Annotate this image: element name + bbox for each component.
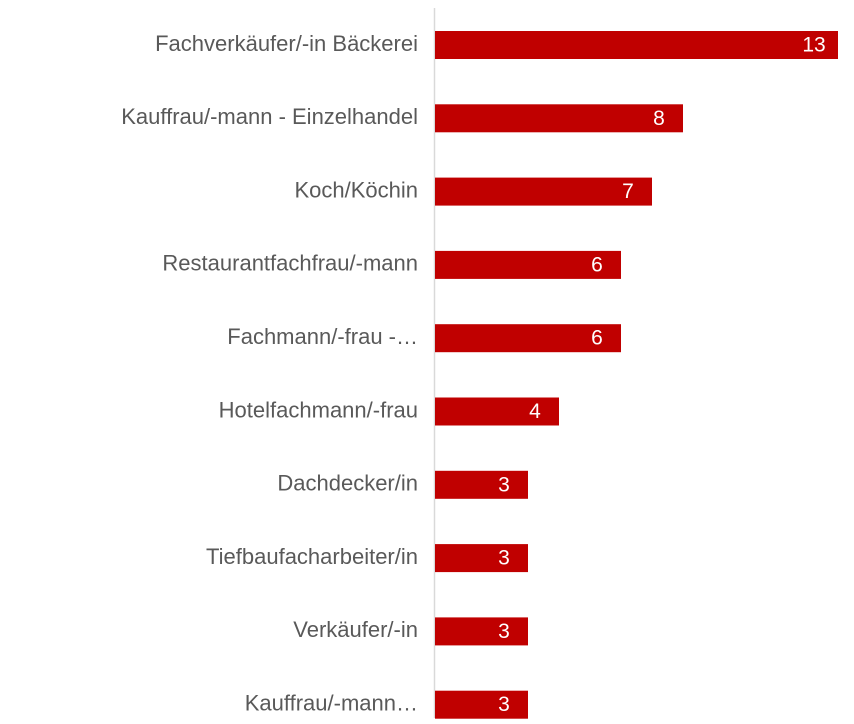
- data-label: 3: [498, 473, 510, 496]
- data-label: 3: [498, 693, 510, 716]
- category-label: Restaurantfachfrau/-mann: [162, 251, 418, 276]
- data-label: 3: [498, 547, 510, 570]
- data-label: 8: [653, 107, 665, 130]
- bar: [435, 31, 838, 59]
- category-label: Koch/Köchin: [294, 177, 418, 202]
- bar: [435, 104, 683, 133]
- category-label: Dachdecker/in: [277, 471, 418, 496]
- category-label: Tiefbaufacharbeiter/in: [206, 544, 418, 569]
- bar: [435, 617, 528, 646]
- data-label: 13: [802, 34, 825, 57]
- category-label: Fachmann/-frau -…: [227, 324, 418, 349]
- category-label: Hotelfachmann/-frau: [219, 397, 418, 422]
- data-label: 6: [591, 327, 603, 350]
- bar: [435, 250, 621, 279]
- category-label: Verkäufer/-in: [293, 617, 418, 642]
- data-label: 3: [498, 620, 510, 643]
- bar: [435, 177, 652, 206]
- data-label: 4: [529, 400, 541, 423]
- category-label: Kauffrau/-mann - Einzelhandel: [121, 104, 418, 129]
- bar: [435, 690, 528, 719]
- data-label: 6: [591, 253, 603, 276]
- bar: [435, 324, 621, 353]
- category-label: Fachverkäufer/-in Bäckerei: [155, 31, 418, 56]
- bar: [435, 544, 528, 573]
- bar: [435, 397, 559, 426]
- bar: [435, 470, 528, 499]
- data-label: 7: [622, 180, 634, 203]
- category-label: Kauffrau/-mann…: [245, 691, 418, 716]
